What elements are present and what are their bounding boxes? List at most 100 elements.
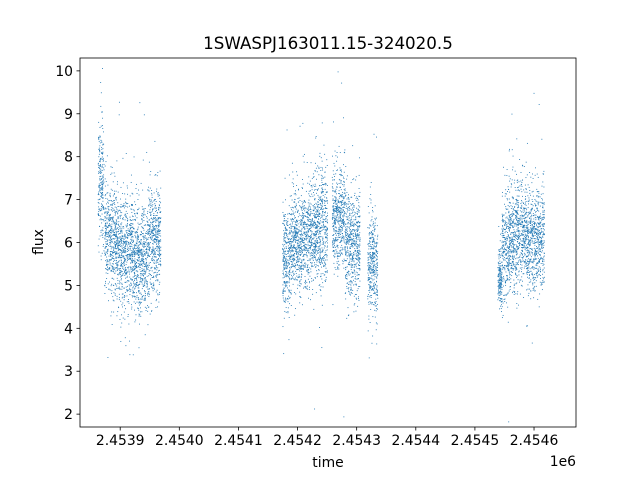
data-point <box>340 220 342 222</box>
data-point <box>319 239 321 241</box>
data-point <box>157 224 159 226</box>
data-point <box>350 291 352 293</box>
data-point <box>121 275 123 277</box>
data-point <box>331 218 333 220</box>
data-point <box>295 248 297 250</box>
data-point <box>121 235 123 237</box>
data-point <box>333 162 335 164</box>
data-point <box>359 254 361 256</box>
data-point <box>338 223 340 225</box>
data-point <box>301 234 303 236</box>
data-point <box>296 260 297 262</box>
data-point <box>118 280 120 282</box>
data-point <box>295 224 297 226</box>
data-point <box>155 221 157 223</box>
data-point <box>298 275 300 277</box>
data-point <box>137 209 138 211</box>
data-point <box>348 237 350 238</box>
data-point <box>144 273 146 275</box>
data-point <box>119 226 121 228</box>
data-point <box>295 194 297 196</box>
data-point <box>112 241 114 243</box>
data-point <box>358 254 360 256</box>
data-point <box>311 193 313 195</box>
data-point <box>299 251 301 253</box>
data-point <box>160 211 162 213</box>
data-point <box>284 228 286 229</box>
data-point <box>325 237 327 239</box>
data-point <box>138 264 140 266</box>
data-point <box>123 262 125 264</box>
data-point <box>154 268 156 270</box>
data-point <box>324 153 326 155</box>
data-point <box>317 237 319 239</box>
data-point <box>143 290 145 292</box>
data-point <box>291 241 292 243</box>
data-point <box>132 255 134 257</box>
data-point <box>346 241 348 243</box>
data-point <box>321 177 323 179</box>
data-point <box>350 280 352 281</box>
data-point <box>299 302 301 304</box>
data-point <box>101 165 103 167</box>
data-point <box>104 251 106 253</box>
data-point <box>302 269 304 270</box>
data-point <box>126 254 128 255</box>
data-point <box>294 259 296 261</box>
data-point <box>358 226 360 228</box>
data-point <box>127 237 129 239</box>
data-point <box>345 213 347 215</box>
data-point <box>131 258 133 260</box>
data-point <box>342 225 344 227</box>
data-point <box>351 242 353 244</box>
data-point <box>346 238 348 240</box>
data-point <box>289 303 291 305</box>
data-point <box>137 222 139 224</box>
data-point <box>145 249 147 251</box>
data-point <box>289 256 291 258</box>
data-point <box>114 204 116 205</box>
data-point <box>289 231 291 233</box>
data-point <box>294 267 296 269</box>
data-point <box>123 242 125 244</box>
data-point <box>343 267 345 269</box>
data-point <box>140 259 142 261</box>
data-point <box>318 206 320 208</box>
data-point <box>282 260 284 262</box>
data-point <box>333 255 335 257</box>
data-point <box>319 199 321 201</box>
data-point <box>98 172 100 174</box>
data-point <box>293 257 295 259</box>
data-point <box>140 218 142 220</box>
data-point <box>307 265 308 267</box>
data-point <box>291 249 293 251</box>
data-point <box>114 267 116 269</box>
data-point <box>307 209 309 211</box>
data-point <box>325 236 327 238</box>
data-point <box>320 220 322 222</box>
data-point <box>137 266 139 268</box>
data-point <box>123 296 125 298</box>
data-point <box>105 280 106 282</box>
data-point <box>298 247 300 248</box>
data-point <box>148 248 150 250</box>
data-point <box>302 218 304 220</box>
data-point <box>295 250 297 252</box>
data-point <box>357 221 359 223</box>
data-point <box>151 236 153 238</box>
data-point <box>336 262 338 264</box>
data-point <box>158 240 160 242</box>
data-point <box>292 221 293 223</box>
data-point <box>283 223 285 225</box>
data-point <box>284 253 286 255</box>
data-point <box>353 258 355 260</box>
data-point <box>129 233 131 234</box>
data-point <box>342 191 343 193</box>
data-point <box>108 208 110 210</box>
data-point <box>148 266 149 268</box>
data-point <box>293 228 295 230</box>
data-point <box>308 209 310 211</box>
data-point <box>332 217 334 219</box>
data-point <box>319 245 321 247</box>
data-point <box>134 250 136 252</box>
